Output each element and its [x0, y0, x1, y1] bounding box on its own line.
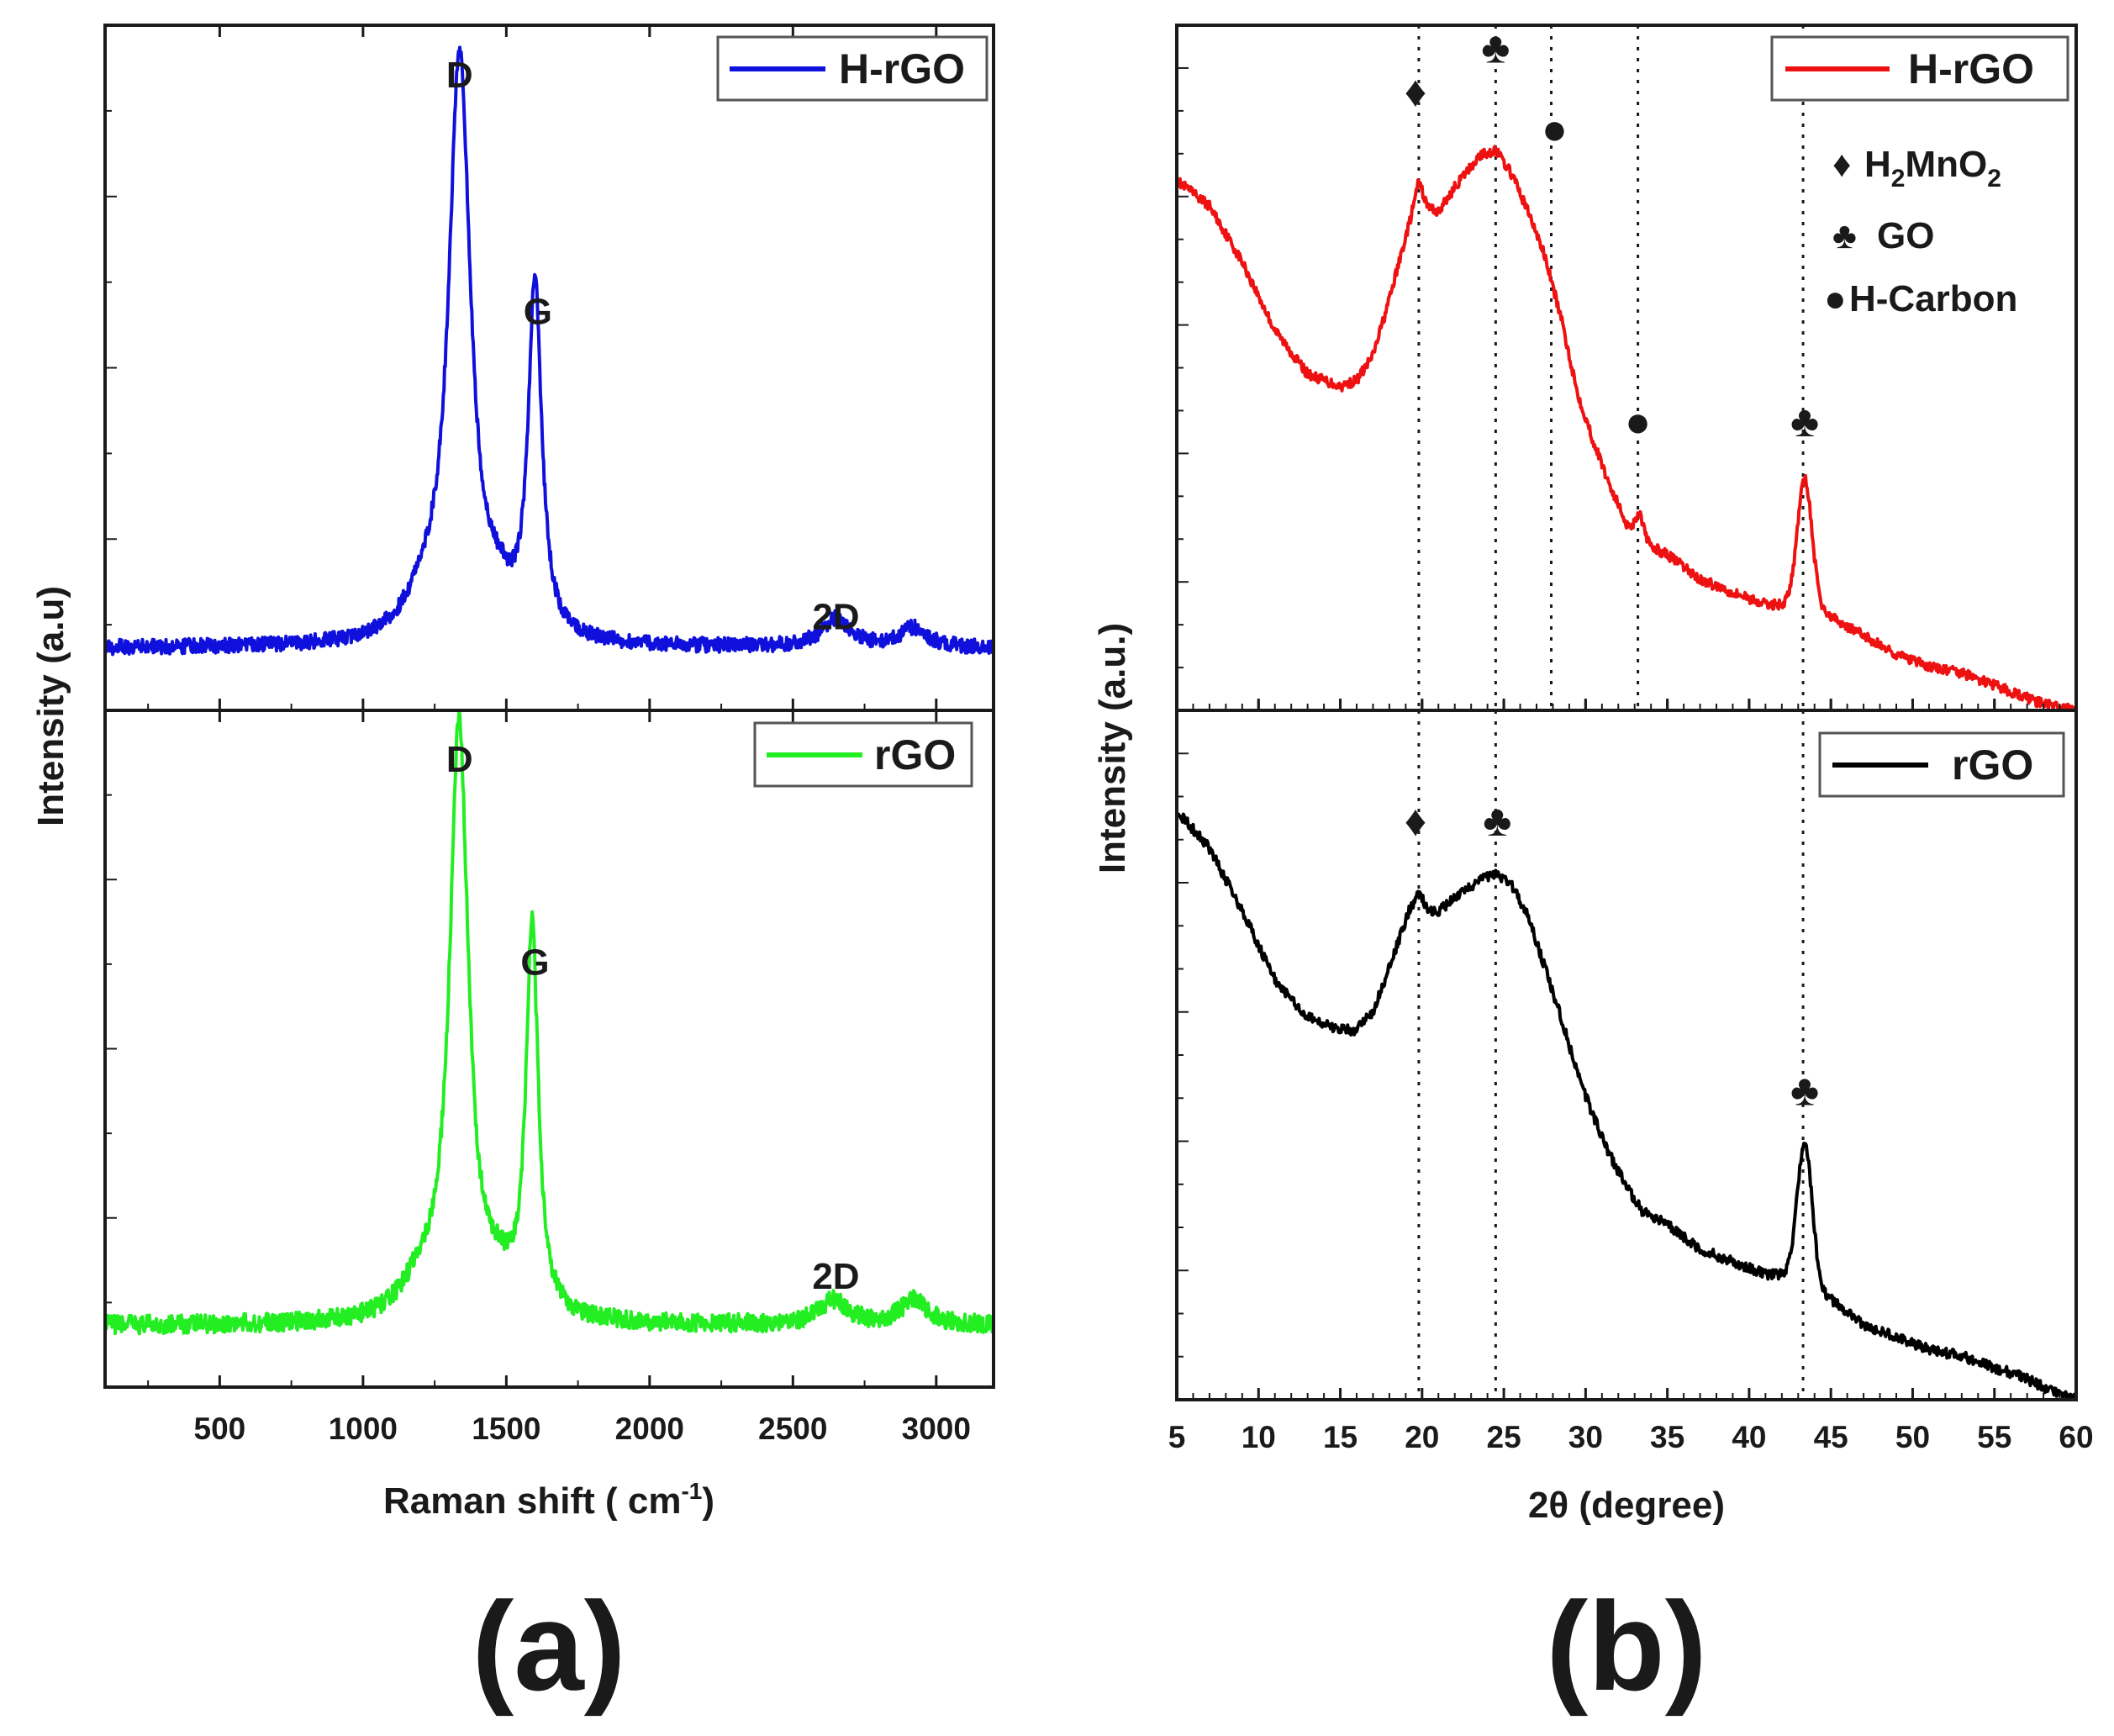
- xrd-x-tick-label: 50: [1895, 1420, 1930, 1454]
- raman-x-axis-title: Raman shift ( cm-1): [383, 1478, 714, 1522]
- circle-icon: ●: [1625, 398, 1651, 446]
- xrd-top-plot: ♦ ♣ ● ● ♣ H-rGO ♦ H2MnO2 ♣ GO ● H-Carbon: [1175, 24, 2078, 712]
- legend-rgo: rGO: [753, 721, 973, 788]
- legend-h-rgo: H-rGO: [1770, 35, 2069, 102]
- xrd-x-tick-label: 20: [1405, 1420, 1439, 1454]
- raman-top-ticks: [105, 25, 938, 710]
- raman-h-rgo-series: [103, 45, 995, 657]
- raman-top-plot: D G 2D H-rGO: [103, 24, 995, 712]
- panel-label-a: (a): [472, 1575, 625, 1717]
- phase-legend-go: ♣ GO: [1832, 215, 1934, 256]
- legend-label: H-rGO: [1908, 45, 2034, 92]
- raman-h-rgo-peak-labels: D G 2D: [446, 55, 860, 638]
- raman-rgo-peak-labels: D G 2D: [446, 739, 860, 1297]
- peak-label-g: G: [520, 942, 549, 984]
- legend-h-rgo: H-rGO: [716, 35, 988, 102]
- raman-rgo-series: [103, 710, 995, 1336]
- xrd-top-reference-lines: [1417, 25, 1805, 710]
- xrd-x-tick-label: 5: [1168, 1420, 1186, 1454]
- xrd-x-tick-label: 55: [1977, 1420, 2011, 1454]
- legend-label: rGO: [874, 731, 956, 778]
- phase-label: H2MnO2: [1864, 144, 2001, 193]
- xrd-x-tick-label: 10: [1242, 1420, 1276, 1454]
- legend-label: rGO: [1952, 741, 2033, 789]
- peak-label-d: D: [446, 55, 473, 96]
- panel-label-b: (b): [1546, 1575, 1707, 1717]
- xrd-y-axis-title: Intensity (a.u.): [1092, 623, 1133, 873]
- raman-bottom-plot: D G 2D rGO: [103, 709, 995, 1389]
- raman-x-tick-label: 500: [194, 1411, 246, 1446]
- raman-bottom-frame: [103, 709, 995, 1389]
- club-icon: ♣: [1790, 1067, 1819, 1116]
- legend-box: [753, 721, 973, 788]
- legend-label: H-rGO: [839, 45, 965, 92]
- xrd-rgo-line: [1175, 812, 2078, 1401]
- xrd-x-tick-label: 40: [1732, 1420, 1766, 1454]
- xrd-x-tick-label: 35: [1650, 1420, 1684, 1454]
- xrd-top-frame: [1175, 24, 2078, 712]
- xrd-h-rgo-line: [1175, 145, 2078, 712]
- club-icon: ♣: [1483, 797, 1511, 846]
- club-icon: ♣: [1481, 24, 1510, 72]
- xrd-bottom-frame: [1175, 709, 2078, 1401]
- phase-legend-h2mno2: ♦ H2MnO2: [1832, 144, 2001, 193]
- raman-x-tick-labels: 500 1000 1500 2000 2500 3000: [194, 1411, 971, 1446]
- peak-label-d: D: [446, 739, 473, 780]
- diamond-icon: ♦: [1832, 144, 1851, 185]
- raman-panel: D G 2D H-rGO D G 2D rGO 500 1000 1500 2000 2500 3…: [30, 24, 995, 1717]
- xrd-rgo-peak-markers: ♦ ♣ ♣: [1405, 797, 1819, 1116]
- xrd-x-tick-label: 60: [2059, 1420, 2093, 1454]
- xrd-x-tick-label: 30: [1568, 1420, 1603, 1454]
- xrd-h-rgo-series: [1175, 145, 2078, 712]
- raman-top-frame: [103, 24, 995, 712]
- raman-rgo-line: [103, 710, 995, 1336]
- raman-x-tick-label: 2000: [615, 1411, 684, 1446]
- xrd-h-rgo-peak-markers: ♦ ♣ ● ● ♣: [1405, 24, 1819, 446]
- phase-legend: ♦ H2MnO2 ♣ GO ● H-Carbon: [1824, 144, 2017, 319]
- diamond-icon: ♦: [1405, 67, 1427, 116]
- xrd-x-tick-labels: 5 10 15 20 25 30 35 40 45 50 55 60: [1168, 1420, 2094, 1454]
- raman-y-axis-title: Intensity (a.u): [30, 586, 71, 826]
- peak-label-2d: 2D: [812, 597, 859, 638]
- raman-x-tick-label: 3000: [902, 1411, 971, 1446]
- raman-h-rgo-line: [103, 45, 995, 657]
- xrd-panel: ♦ ♣ ● ● ♣ H-rGO ♦ H2MnO2 ♣ GO ● H-Carbon: [1092, 24, 2094, 1717]
- diamond-icon: ♦: [1405, 797, 1427, 846]
- raman-x-tick-label: 1500: [472, 1411, 540, 1446]
- club-icon: ♣: [1832, 215, 1857, 256]
- legend-rgo: rGO: [1818, 731, 2065, 798]
- peak-label-g: G: [524, 292, 552, 333]
- peak-label-2d: 2D: [812, 1256, 859, 1297]
- phase-label: H-Carbon: [1849, 278, 2017, 319]
- circle-icon: ●: [1542, 105, 1568, 154]
- phase-label: GO: [1877, 215, 1934, 256]
- raman-x-tick-label: 2500: [758, 1411, 827, 1446]
- xrd-x-tick-label: 45: [1814, 1420, 1848, 1454]
- raman-x-tick-label: 1000: [329, 1411, 398, 1446]
- xrd-bottom-ticks: [1175, 752, 2078, 1400]
- phase-legend-h-carbon: ● H-Carbon: [1824, 278, 2017, 319]
- club-icon: ♣: [1790, 398, 1819, 446]
- xrd-x-tick-label: 25: [1487, 1420, 1521, 1454]
- xrd-x-axis-title: 2θ (degree): [1528, 1485, 1725, 1526]
- circle-icon: ●: [1824, 278, 1847, 319]
- xrd-bottom-reference-lines: [1417, 710, 1805, 1400]
- xrd-bottom-plot: ♦ ♣ ♣ rGO: [1175, 709, 2078, 1401]
- xrd-rgo-series: [1175, 812, 2078, 1401]
- xrd-x-tick-label: 15: [1323, 1420, 1357, 1454]
